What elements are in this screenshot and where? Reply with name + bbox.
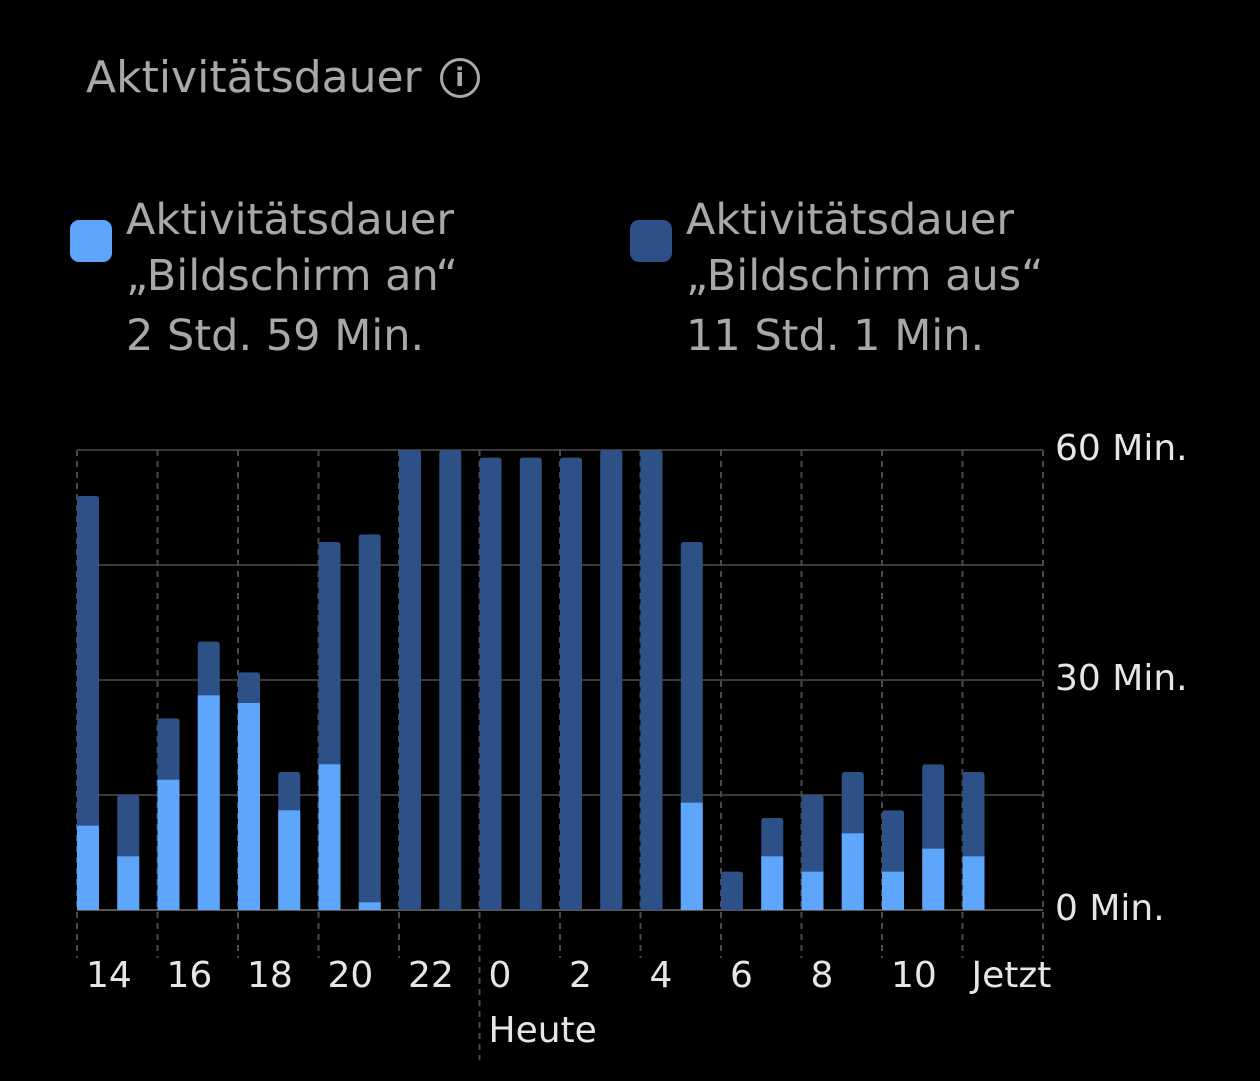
chart-title: Aktivitätsdauer i: [86, 52, 480, 103]
y-tick-label: 30 Min.: [1055, 658, 1188, 699]
bar-screen-off: [721, 871, 743, 910]
x-tick-label: 2: [569, 955, 592, 996]
title-text: Aktivitätsdauer: [86, 52, 422, 103]
bar-screen-on: [238, 703, 260, 910]
bar-screen-on: [882, 871, 904, 910]
bar-screen-off: [77, 496, 99, 910]
x-tick-label: 14: [86, 955, 132, 996]
bar-screen-off: [479, 457, 502, 910]
x-tick-label: 22: [408, 955, 454, 996]
x-tick-label: 18: [247, 955, 293, 996]
bar-screen-on: [318, 764, 341, 910]
bar-screen-on: [962, 856, 985, 910]
legend-label-line2: „Bildschirm aus“: [686, 251, 1044, 301]
info-circle-icon[interactable]: i: [439, 57, 480, 98]
bar-screen-off: [439, 450, 462, 910]
x-tick-label: 4: [650, 955, 673, 996]
legend-item-screen-off: Aktivitätsdauer „Bildschirm aus“ 11 Std.…: [630, 192, 1043, 364]
legend-swatch-screen-off: [630, 220, 672, 262]
bar-screen-off: [358, 534, 381, 910]
bar-screen-on: [922, 848, 945, 910]
bar-screen-off: [560, 457, 582, 910]
legend-value: 2 Std. 59 Min.: [126, 311, 425, 361]
x-tick-label: 8: [811, 955, 834, 996]
bar-screen-on: [358, 902, 381, 910]
legend-swatch-screen-on: [70, 220, 112, 262]
bar-screen-off: [399, 450, 421, 910]
y-tick-label: 60 Min.: [1055, 428, 1188, 469]
y-tick-label: 0 Min.: [1055, 888, 1165, 929]
x-tick-label: 10: [891, 955, 937, 996]
bar-screen-off: [640, 450, 663, 910]
bar-screen-on: [117, 856, 140, 910]
bar-screen-on: [680, 802, 703, 910]
x-tick-label: 16: [167, 955, 213, 996]
x-tick-label: Jetzt: [970, 955, 1052, 996]
bar-screen-on: [197, 695, 220, 910]
bar-screen-on: [761, 856, 784, 910]
bar-screen-on: [801, 871, 824, 910]
legend-label-line1: Aktivitätsdauer: [686, 195, 1015, 245]
x-tick-label: 0: [489, 955, 512, 996]
bar-screen-off: [600, 450, 623, 910]
bar-screen-on: [841, 833, 864, 910]
bar-screen-off: [519, 457, 542, 910]
bar-screen-on: [77, 825, 99, 910]
bar-screen-on: [278, 810, 301, 910]
legend-value: 11 Std. 1 Min.: [686, 311, 985, 361]
x-tick-label: 20: [328, 955, 374, 996]
legend-label-line2: „Bildschirm an“: [126, 251, 458, 301]
bar-screen-on: [157, 779, 180, 910]
legend-label-line1: Aktivitätsdauer: [126, 195, 455, 245]
legend-item-screen-on: Aktivitätsdauer „Bildschirm an“ 2 Std. 5…: [70, 192, 458, 364]
x-tick-label: 6: [730, 955, 753, 996]
day-label: Heute: [489, 1010, 597, 1051]
